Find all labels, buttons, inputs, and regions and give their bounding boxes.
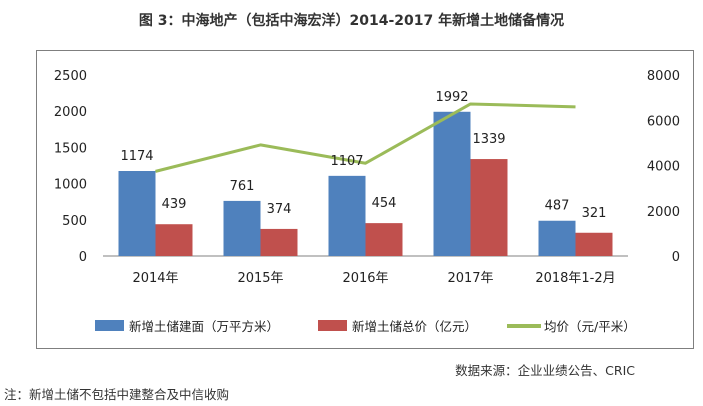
bar-data-label: 1174 (120, 149, 153, 164)
bar-total-price (575, 232, 613, 256)
bar-data-label: 321 (582, 206, 607, 221)
left-axis-tick-label: 1500 (54, 141, 87, 156)
x-axis-category-label: 2016年 (342, 271, 388, 286)
bar-data-label: 1992 (435, 90, 468, 105)
left-axis-tick-label: 0 (79, 250, 87, 265)
bar-data-label: 1339 (472, 132, 505, 147)
bar-total-price (260, 228, 298, 256)
bar-area (223, 200, 261, 256)
bar-total-price (155, 224, 193, 256)
bar-data-label: 487 (545, 199, 570, 214)
avg-price-line (155, 102, 576, 173)
bar-data-label: 374 (267, 202, 292, 217)
right-axis-tick-label: 2000 (647, 205, 680, 220)
bar-data-label: 761 (230, 179, 255, 194)
bar-total-price (470, 159, 508, 256)
left-axis-tick-label: 1000 (54, 178, 87, 193)
left-axis-tick-label: 2000 (54, 105, 87, 120)
bar-data-label: 454 (372, 196, 397, 211)
legend-label: 新增土储建面（万平方米） (129, 319, 279, 334)
right-axis-tick-label: 4000 (647, 160, 680, 175)
bar-area (328, 175, 366, 256)
x-axis-category-label: 2018年1-2月 (535, 271, 615, 286)
x-axis-category-label: 2014年 (132, 271, 178, 286)
bar-area (538, 220, 576, 256)
chart-frame (36, 50, 694, 349)
left-axis-tick-label: 500 (62, 214, 87, 229)
right-axis-tick-label: 6000 (647, 114, 680, 129)
bar-area (118, 171, 156, 256)
footnote: 注：新增土储不包括中建整合及中信收购 (4, 387, 230, 402)
bar-data-label: 439 (162, 197, 187, 212)
x-axis-category-label: 2017年 (447, 271, 493, 286)
x-axis-category-label: 2015年 (237, 271, 283, 286)
legend-label: 新增土储总价（亿元） (352, 319, 477, 334)
right-axis-tick-label: 8000 (647, 69, 680, 84)
bar-total-price (365, 223, 403, 256)
right-axis-tick-label: 0 (672, 250, 680, 265)
chart-title: 图 3：中海地产（包括中海宏洋）2014-2017 年新增土地储备情况 (138, 13, 565, 29)
legend-label: 均价（元/平米） (544, 319, 636, 334)
left-axis-tick-label: 2500 (54, 69, 87, 84)
data-source: 数据来源：企业业绩公告、CRIC (455, 363, 635, 378)
legend-swatch (318, 320, 347, 331)
legend-swatch (95, 320, 124, 331)
bar-area (433, 111, 471, 256)
bar-data-label: 1107 (330, 154, 363, 169)
